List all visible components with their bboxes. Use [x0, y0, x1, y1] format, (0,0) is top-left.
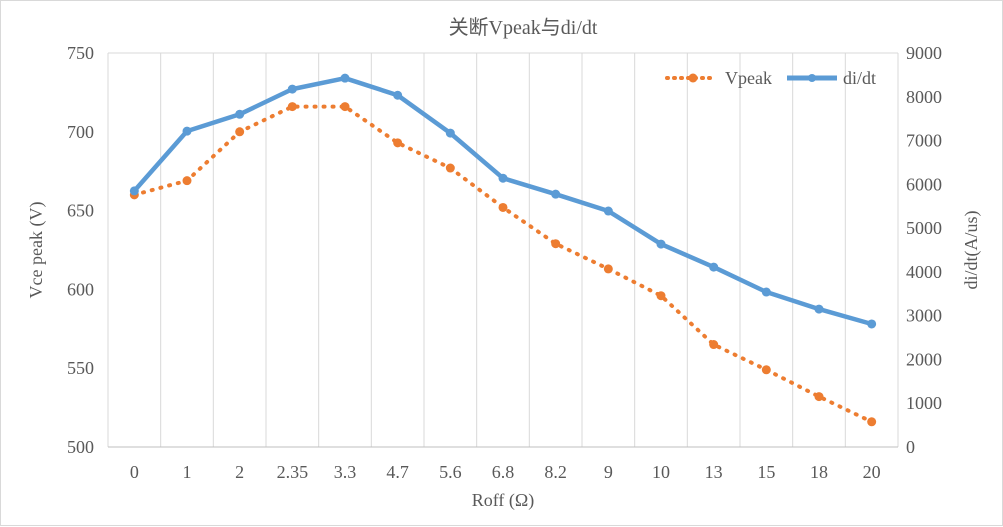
data-point-vpeak [867, 417, 877, 427]
data-point-vpeak [393, 138, 403, 148]
x-tick-label: 10 [652, 462, 670, 482]
x-tick-label: 13 [705, 462, 723, 482]
y-tick-label: 550 [67, 358, 94, 378]
data-point-vpeak [340, 102, 350, 112]
chart-title: 关断Vpeak与di/dt [449, 16, 598, 39]
legend-vpeak-marker [688, 73, 698, 83]
data-point-didt [287, 84, 297, 94]
x-tick-label: 5.6 [439, 462, 462, 482]
x-tick-label: 8.2 [544, 462, 567, 482]
x-tick-label: 0 [130, 462, 139, 482]
x-tick-label: 9 [604, 462, 613, 482]
data-point-vpeak [761, 365, 771, 375]
data-point-vpeak [603, 264, 613, 274]
data-point-didt [340, 73, 350, 83]
y-tick-label: 650 [67, 201, 94, 221]
x-tick-label: 2.35 [277, 462, 309, 482]
data-point-vpeak [709, 340, 719, 350]
x-tick-label: 1 [183, 462, 192, 482]
y2-tick-label: 1000 [906, 393, 942, 413]
data-point-vpeak [656, 291, 666, 301]
data-point-didt [814, 304, 824, 314]
y2-tick-label: 0 [906, 437, 915, 457]
data-point-didt [235, 109, 245, 119]
data-point-vpeak [445, 163, 455, 173]
data-point-vpeak [814, 392, 824, 402]
legend-didt-label: di/dt [843, 68, 876, 88]
data-point-didt [445, 128, 455, 138]
data-point-didt [393, 90, 403, 100]
y-tick-label: 750 [67, 43, 94, 63]
data-point-vpeak [551, 239, 561, 249]
y-axis-label: Vce peak (V) [26, 202, 47, 299]
x-tick-label: 20 [863, 462, 881, 482]
legend: Vpeak di/dt [665, 68, 876, 88]
legend-didt-marker [808, 74, 816, 82]
x-tick-label: 15 [757, 462, 775, 482]
y-tick-label: 600 [67, 279, 94, 299]
data-point-didt [656, 239, 666, 249]
series-line-didt [132, 75, 873, 327]
data-point-vpeak [498, 202, 508, 212]
x-tick-label: 6.8 [492, 462, 515, 482]
x-tick-label: 18 [810, 462, 828, 482]
y2-axis-label: di/dt(A/us) [961, 210, 982, 289]
data-point-didt [498, 173, 508, 183]
y2-tick-label: 6000 [906, 174, 942, 194]
data-point-vpeak [235, 127, 245, 137]
x-tick-label: 3.3 [334, 462, 357, 482]
data-point-didt [551, 189, 561, 199]
y2-tick-label: 4000 [906, 262, 942, 282]
y2-tick-label: 9000 [906, 43, 942, 63]
x-axis-label: Roff (Ω) [472, 490, 535, 511]
x-tick-label: 2 [235, 462, 244, 482]
data-point-vpeak [287, 102, 297, 112]
y2-tick-label: 3000 [906, 306, 942, 326]
x-tick-label: 4.7 [386, 462, 409, 482]
data-point-didt [129, 186, 139, 196]
data-point-didt [761, 287, 771, 297]
data-point-didt [709, 262, 719, 272]
data-point-didt [867, 319, 877, 329]
y2-tick-label: 8000 [906, 87, 942, 107]
series-line-vpeak [132, 104, 874, 424]
y2-tick-label: 7000 [906, 131, 942, 151]
y-tick-label: 700 [67, 122, 94, 142]
data-point-vpeak [182, 176, 192, 186]
y2-tick-label: 5000 [906, 218, 942, 238]
y2-tick-label: 2000 [906, 349, 942, 369]
legend-vpeak-label: Vpeak [725, 68, 772, 88]
y-tick-label: 500 [67, 437, 94, 457]
data-point-didt [603, 206, 613, 216]
data-point-didt [182, 126, 192, 136]
